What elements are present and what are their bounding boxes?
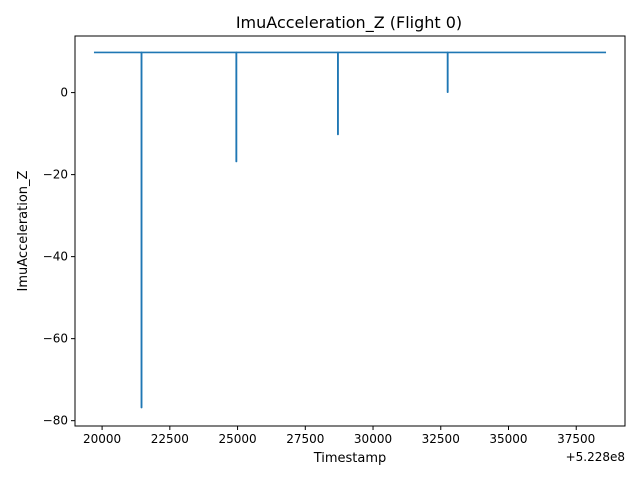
x-tick-label: 27500 [286, 432, 324, 446]
y-axis: 0 −20 −40 −60 −80 [43, 86, 75, 428]
y-tick-label: −60 [43, 332, 68, 346]
series-line-0 [93, 51, 607, 409]
chart-title: ImuAcceleration_Z (Flight 0) [236, 13, 462, 33]
x-tick-label: 32500 [422, 432, 460, 446]
x-axis-offset: +5.228e8 [566, 450, 625, 464]
y-axis-label: ImuAcceleration_Z [16, 170, 31, 291]
x-tick-label: 37500 [557, 432, 595, 446]
x-tick-label: 20000 [83, 432, 121, 446]
x-tick-label: 25000 [218, 432, 256, 446]
y-tick-label: −20 [43, 168, 68, 182]
y-tick-label: −40 [43, 250, 68, 264]
x-axis-label: Timestamp [313, 451, 387, 466]
y-tick-label: 0 [60, 86, 68, 100]
x-tick-label: 35000 [489, 432, 527, 446]
x-tick-label: 30000 [354, 432, 392, 446]
x-tick-label: 22500 [151, 432, 189, 446]
plot-area [93, 51, 607, 409]
axes-frame [74, 35, 626, 427]
y-tick-label: −80 [43, 414, 68, 428]
x-axis: 20000 22500 25000 27500 30000 32500 35000 37500 [83, 426, 595, 446]
